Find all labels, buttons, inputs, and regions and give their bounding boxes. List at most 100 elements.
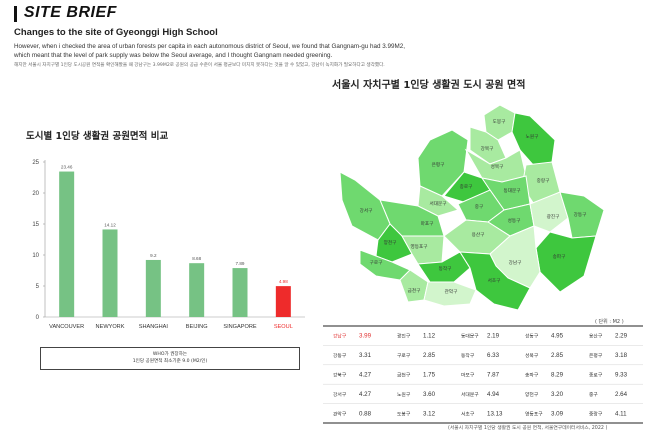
table-district-name: 구로구 <box>397 353 411 359</box>
bar-singapore <box>232 268 248 317</box>
map-district-label: 동작구 <box>439 265 452 272</box>
map-district-songpa <box>535 231 597 293</box>
bar-value-label: 7.89 <box>236 261 245 266</box>
table-district-value: 1.12 <box>423 333 436 340</box>
y-tick-label: 10 <box>32 253 39 259</box>
page-title: SITE BRIEF <box>14 4 117 22</box>
map-district-label: 종로구 <box>460 184 473 190</box>
table-district-value: 9.33 <box>615 372 628 379</box>
table-district-value: 3.12 <box>423 410 436 417</box>
table-district-value: 2.29 <box>615 333 628 340</box>
table-district-value: 8.29 <box>551 372 564 379</box>
seoul-district-map <box>339 104 605 311</box>
bar-value-label: 23.46 <box>61 165 73 170</box>
table-district-name: 서대문구 <box>461 391 479 398</box>
table-district-value: 3.99 <box>359 333 372 340</box>
map-district-gwangjin <box>529 191 569 233</box>
map-district-label: 광진구 <box>547 213 560 220</box>
table-district-name: 금천구 <box>397 372 411 379</box>
bar-category-label: NEWYORK <box>96 324 125 330</box>
map-district-label: 중랑구 <box>537 177 550 184</box>
table-district-value: 3.31 <box>359 352 372 359</box>
who-note-line-2: 1인당 공원면적 최소기준 9.0 (M2/인) <box>132 359 208 364</box>
table-district-name: 은평구 <box>589 352 603 359</box>
map-district-label: 구로구 <box>370 260 383 266</box>
y-tick-label: 20 <box>32 191 39 197</box>
table-district-name: 성북구 <box>525 352 539 359</box>
map-district-label: 강북구 <box>481 145 494 152</box>
map-district-label: 강남구 <box>509 259 522 266</box>
source-caption: (서울시 자치구별 1인당 생활권 도시 공원 면적, 서울연구데이터서비스, … <box>448 426 608 431</box>
table-district-value: 4.27 <box>359 372 372 379</box>
table-district-value: 7.87 <box>487 372 500 379</box>
page-title-text: SITE BRIEF <box>23 4 117 21</box>
table-district-name: 양천구 <box>525 391 539 398</box>
table-district-value: 3.18 <box>615 352 628 359</box>
table-district-name: 동대문구 <box>461 333 479 340</box>
map-district-gwanak <box>423 281 477 307</box>
map-district-seocho <box>459 251 531 311</box>
map-district-label: 노원구 <box>526 133 539 140</box>
table-district-name: 광진구 <box>397 333 411 340</box>
bar-vancouver <box>59 171 75 317</box>
table-district-name: 노원구 <box>397 391 411 398</box>
bar-value-label: 9.2 <box>150 253 157 258</box>
table-district-name: 서초구 <box>461 410 475 417</box>
map-district-label: 강서구 <box>360 207 373 214</box>
map-district-label: 영등포구 <box>411 243 428 250</box>
bar-seoul <box>275 286 291 317</box>
table-district-value: 13.13 <box>487 410 503 417</box>
district-table: 강남구 3.99 광진구 1.12 동대문구 2.19 성동구 4.95 용산구 2.29 강동구 3… <box>323 325 643 424</box>
bar-category-label: SEOUL <box>274 324 293 330</box>
table-district-name: 관악구 <box>333 410 347 417</box>
table-district-name: 강서구 <box>333 391 347 398</box>
map-district-label: 중구 <box>475 204 483 210</box>
table-district-value: 0.88 <box>359 410 372 417</box>
table-district-name: 마포구 <box>461 372 475 379</box>
page-subtitle: Changes to the site of Gyeonggi High Sch… <box>14 27 218 38</box>
brief-line-1: However, when i checked the area of urba… <box>14 43 405 50</box>
table-district-name: 강동구 <box>333 352 347 359</box>
table-district-value: 2.19 <box>487 333 500 340</box>
table-district-name: 용산구 <box>589 333 603 340</box>
map-district-label: 서대문구 <box>430 200 447 207</box>
table-district-value: 6.33 <box>487 352 500 359</box>
table-district-value: 3.20 <box>551 391 564 398</box>
table-district-value: 2.64 <box>615 391 628 398</box>
bar-category-label: VANCOUVER <box>49 324 84 330</box>
who-note-line-1: WHO가 권장하는 <box>152 352 188 357</box>
brief-line-2: which meant that the level of park suppl… <box>14 52 333 59</box>
table-district-value: 3.60 <box>423 391 436 398</box>
bar-beijing <box>189 263 205 317</box>
table-district-name: 강남구 <box>333 333 347 340</box>
map-district-label: 서초구 <box>488 277 501 284</box>
y-tick-label: 5 <box>36 284 40 290</box>
map-district-label: 용산구 <box>472 231 485 238</box>
map-district-label: 관악구 <box>445 288 458 295</box>
who-recommendation-box: WHO가 권장하는 1인당 공원면적 최소기준 9.0 (M2/인) <box>40 347 300 370</box>
table-district-name: 중랑구 <box>589 410 603 417</box>
map-district-label: 동대문구 <box>504 187 521 194</box>
map-district-seodaemun <box>417 185 460 217</box>
bar-category-label: BEIJING <box>186 324 208 330</box>
map-district-label: 도봉구 <box>493 119 506 125</box>
bar-value-label: 14.12 <box>104 222 116 227</box>
table-district-name: 영등포구 <box>525 410 543 417</box>
table-district-name: 도봉구 <box>397 411 411 417</box>
table-district-value: 4.94 <box>487 391 500 398</box>
map-district-label: 성북구 <box>491 163 504 170</box>
map-district-gangseo <box>339 171 391 241</box>
table-district-name: 종로구 <box>589 373 603 379</box>
y-tick-label: 0 <box>36 315 40 321</box>
brief-paragraph: However, when i checked the area of urba… <box>14 42 484 60</box>
table-district-value: 2.85 <box>551 352 564 359</box>
map-district-label: 강동구 <box>574 211 587 218</box>
map-district-label: 성동구 <box>508 217 521 224</box>
y-tick-label: 25 <box>32 160 39 166</box>
table-district-value: 4.27 <box>359 391 372 398</box>
map-district-label: 금천구 <box>408 287 421 294</box>
table-district-value: 1.75 <box>423 372 436 379</box>
bar-category-label: SHANGHAI <box>139 324 169 330</box>
